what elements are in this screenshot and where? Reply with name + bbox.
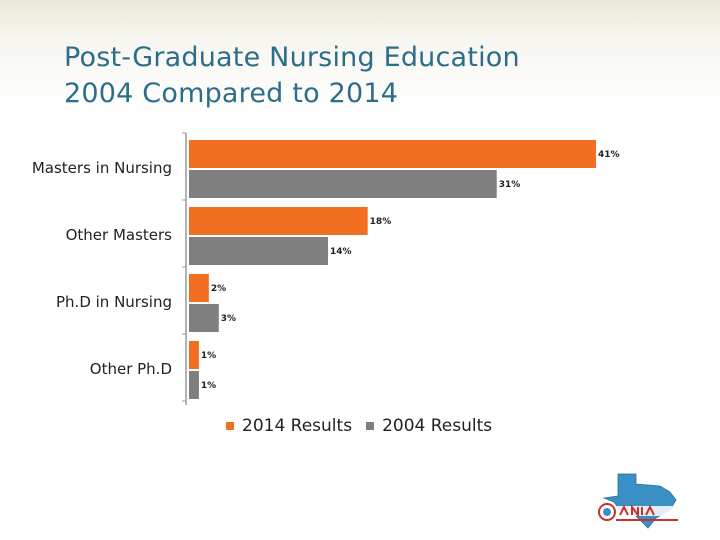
- legend-item-2004: 2004 Results: [366, 416, 492, 436]
- legend-swatch-2014: [226, 422, 234, 430]
- data-label: 1%: [201, 381, 216, 391]
- chart-title-line2: 2004 Compared to 2014: [64, 78, 399, 109]
- legend-label-2014: 2014 Results: [242, 416, 353, 436]
- data-label: 14%: [330, 247, 352, 257]
- legend: 2014 Results 2004 Results: [226, 416, 506, 436]
- chart-title-line1: Post-Graduate Nursing Education: [64, 42, 520, 73]
- data-label: 18%: [370, 217, 392, 227]
- bar-2014-3: [189, 274, 209, 302]
- data-label: 41%: [598, 150, 620, 160]
- category-label: Other Masters: [66, 226, 173, 244]
- category-label: Other Ph.D: [90, 360, 172, 378]
- bar-2014-4: [189, 341, 199, 369]
- bar-2004-3: [189, 304, 219, 332]
- texas-nursing-logo-icon: [598, 473, 678, 529]
- legend-item-2014: 2014 Results: [226, 416, 352, 436]
- category-label: Ph.D in Nursing: [56, 293, 172, 311]
- data-label: 3%: [221, 314, 236, 324]
- bar-2014-1: [189, 140, 596, 168]
- bar-2004-2: [189, 237, 328, 265]
- category-label: Masters in Nursing: [32, 159, 172, 177]
- chart-title: Post-Graduate Nursing Education 2004 Com…: [64, 40, 520, 112]
- legend-swatch-2004: [366, 422, 375, 430]
- bar-2004-1: [189, 170, 497, 198]
- bar-2004-4: [189, 371, 199, 399]
- data-label: 31%: [499, 180, 521, 190]
- data-label: 1%: [201, 351, 216, 361]
- data-label: 2%: [211, 284, 226, 294]
- legend-label-2004: 2004 Results: [382, 416, 493, 436]
- bar-2014-2: [189, 207, 368, 235]
